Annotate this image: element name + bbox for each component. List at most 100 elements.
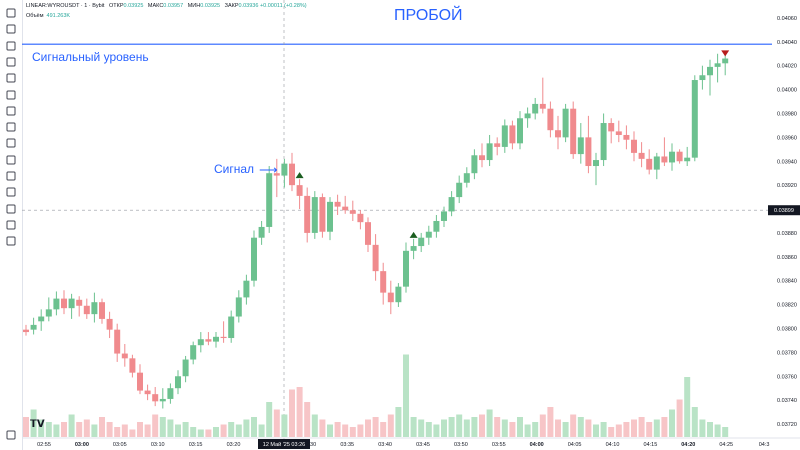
- volume-bar: [387, 414, 394, 437]
- tradingview-logo[interactable]: 𝗧𝗩: [30, 419, 45, 430]
- symbol-header: LINEAR:WYROUSDT · 1 · Bybit ОТКР0.03925 …: [26, 3, 307, 9]
- candle: [517, 111, 523, 150]
- time-tick-label: 03:55: [492, 442, 506, 448]
- candle: [266, 166, 273, 233]
- ruler-icon[interactable]: [3, 136, 19, 150]
- candle-body: [532, 103, 539, 114]
- magnet-icon[interactable]: [3, 169, 19, 183]
- low-label: МИН: [187, 3, 201, 9]
- candle-body: [45, 309, 52, 317]
- candle-body: [471, 155, 478, 174]
- volume-bar: [53, 424, 60, 437]
- candle-body: [129, 358, 136, 373]
- fib-icon[interactable]: [3, 39, 19, 53]
- price-tick-label: 0.04060: [777, 16, 797, 22]
- price-tick-label: 0.04000: [777, 88, 797, 94]
- volume-bar: [372, 417, 379, 437]
- candle-body: [296, 185, 303, 196]
- candle: [167, 383, 174, 404]
- brush-icon[interactable]: [3, 88, 19, 102]
- candle: [418, 232, 425, 253]
- candle: [175, 370, 181, 395]
- candle: [83, 298, 90, 319]
- pattern-icon[interactable]: [3, 55, 19, 69]
- candle-body: [593, 160, 599, 167]
- candle-body: [175, 376, 181, 389]
- time-tick-label: 04:15: [644, 442, 658, 448]
- candle-body: [167, 388, 174, 399]
- lock-drawings-icon[interactable]: [3, 185, 19, 199]
- volume-value: 491.263K: [46, 13, 71, 19]
- trend-line-icon[interactable]: [3, 22, 19, 36]
- symbol-title[interactable]: LINEAR:WYROUSDT · 1 · Bybit: [26, 3, 105, 9]
- close-value: 0.03936: [238, 3, 259, 9]
- candle: [486, 134, 493, 167]
- volume-bar: [631, 419, 637, 437]
- text-icon[interactable]: [3, 104, 19, 118]
- eye-icon[interactable]: [3, 218, 19, 232]
- crosshair-time-label: 12 Май '25 03:26: [263, 441, 305, 448]
- candle-body: [273, 173, 280, 176]
- crosshair-icon[interactable]: [3, 6, 19, 20]
- candle-body: [410, 246, 417, 251]
- volume-bar: [555, 419, 561, 437]
- volume-bar: [319, 419, 326, 437]
- emoji-icon[interactable]: [3, 120, 19, 134]
- layers-icon[interactable]: [3, 428, 19, 442]
- candle-body: [319, 197, 326, 232]
- candle-body: [23, 329, 29, 333]
- volume-bar: [342, 424, 349, 437]
- buy-signal-marker: [295, 172, 304, 179]
- candle: [608, 118, 615, 144]
- volume-bar: [403, 354, 409, 437]
- volume-bar: [365, 419, 371, 437]
- candle: [669, 143, 675, 171]
- candle: [30, 317, 37, 335]
- high-value: 0.03957: [163, 3, 184, 9]
- time-tick-label: 03:05: [113, 442, 127, 448]
- trash-icon[interactable]: [3, 234, 19, 248]
- signal-arrow: ⟶: [259, 162, 278, 177]
- candle: [593, 152, 599, 186]
- volume-bar: [456, 414, 463, 437]
- open-value: 0.03925: [123, 3, 144, 9]
- volume-bar: [600, 422, 607, 437]
- candle-body: [486, 143, 493, 161]
- price-tick-label: 0.03760: [777, 374, 797, 380]
- candle-body: [53, 298, 60, 310]
- candle: [577, 123, 584, 164]
- lock-icon[interactable]: [3, 202, 19, 216]
- price-chart[interactable]: 0.04060 0.04040 0.04020 0.04000 0.03980 0.039…: [22, 0, 800, 450]
- volume-bar: [30, 409, 37, 437]
- candle-body: [334, 201, 341, 207]
- candle-body: [152, 394, 159, 402]
- candle: [45, 297, 52, 322]
- candle-body: [83, 305, 90, 315]
- volume-bar: [334, 422, 341, 437]
- candle: [243, 274, 250, 305]
- change-value: +0.00011 (+0.28%): [259, 3, 307, 9]
- volume-header: Объём 491.263K: [26, 13, 70, 19]
- volume-bar: [547, 407, 554, 437]
- candle-body: [684, 157, 691, 162]
- candle: [380, 262, 387, 305]
- price-tick-label: 0.03740: [777, 398, 797, 404]
- candle: [615, 120, 622, 143]
- time-tick-label: 04:20: [681, 442, 695, 448]
- candle-body: [425, 231, 432, 238]
- candle: [425, 225, 432, 245]
- time-tick-label: 03:45: [416, 442, 430, 448]
- candle: [327, 197, 333, 241]
- candle-body: [463, 173, 470, 183]
- zoom-in-icon[interactable]: [3, 153, 19, 167]
- volume-bar: [562, 422, 569, 437]
- candle-body: [365, 222, 371, 245]
- volume-bar: [608, 427, 615, 437]
- candle-body: [418, 237, 425, 247]
- candle: [646, 149, 653, 175]
- volume-bar: [167, 419, 174, 437]
- prediction-icon[interactable]: [3, 71, 19, 85]
- buy-signal-marker: [409, 231, 418, 238]
- candle: [23, 324, 29, 336]
- volume-bar: [114, 427, 121, 437]
